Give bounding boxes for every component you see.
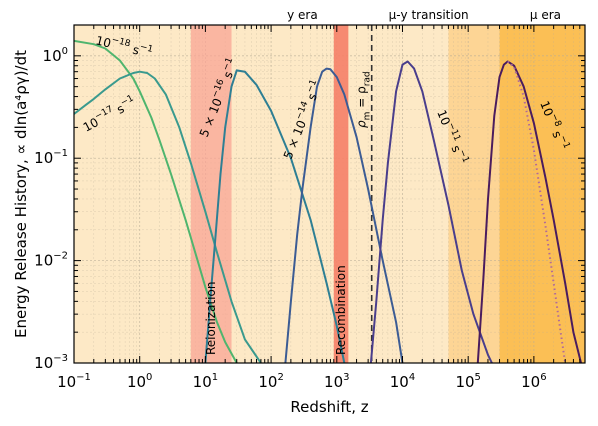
era-shading-2: [499, 25, 585, 363]
y-tick-label: 10−3: [34, 353, 68, 372]
x-tick-label: 102: [258, 372, 283, 391]
plot-frame-rect: [73, 24, 586, 364]
y-tick-label: 10−2: [34, 251, 68, 270]
era-shading-1: [448, 25, 500, 363]
x-tick-label: 101: [193, 372, 218, 391]
x-tick-label: 106: [521, 372, 546, 391]
x-axis-title: Redshift, z: [290, 398, 368, 416]
series-line-6: [507, 60, 567, 363]
x-tick-label: 104: [390, 372, 415, 391]
equality-label: ρm = ρrad: [355, 71, 373, 128]
era-label: y era: [287, 8, 318, 22]
series-line-3: [284, 67, 404, 363]
grid-lines: [73, 24, 586, 364]
series-lines: [74, 39, 583, 363]
band-label-reionization: Reionization: [204, 282, 218, 355]
curve-label-5: 10−8 s−1: [537, 98, 571, 152]
series-line-4: [369, 60, 493, 363]
x-tick-label: 105: [455, 372, 480, 391]
y-tick-label: 100: [43, 46, 68, 65]
y-axis-title: Energy Release History, ∝ dln(a⁴ργ)/dt: [12, 50, 30, 338]
x-tick-label: 10−1: [57, 372, 91, 391]
plot-frame: [73, 24, 586, 364]
series-line-5: [476, 60, 583, 363]
series-line-0: [74, 39, 238, 363]
band-label-recombination: Recombination: [334, 265, 348, 355]
x-tick-label: 103: [324, 372, 349, 391]
series-line-1: [74, 70, 262, 363]
era-label: μ era: [530, 8, 561, 22]
y-tick-label: 10−1: [34, 148, 68, 167]
era-label: μ-y transition: [389, 8, 469, 22]
axis-ticks: [73, 24, 586, 364]
chart-labels: 10−1 100 101 102 103 104 105 106 10−3 10−2 10−1 100…: [12, 8, 572, 416]
band-recombination: [333, 25, 349, 363]
curve-label-0: 10−18 s−1: [94, 31, 154, 60]
x-tick-label: 100: [127, 372, 152, 391]
series-line-2: [204, 69, 346, 363]
curve-label-4: 10−11 s−1: [434, 107, 470, 166]
